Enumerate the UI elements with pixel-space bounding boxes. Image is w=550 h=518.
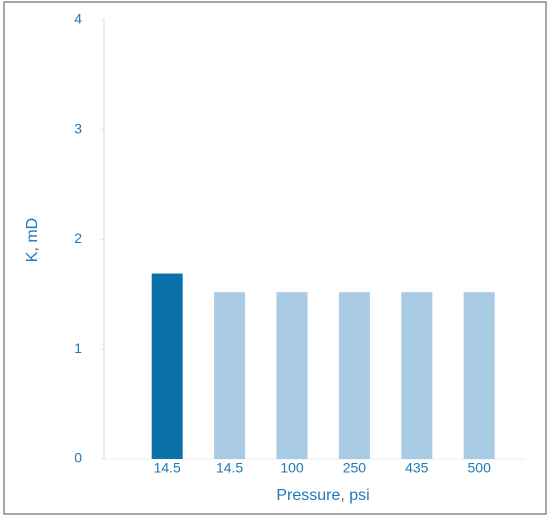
y-tick-label: 0 [74, 450, 82, 466]
y-tick-label: 1 [74, 340, 82, 356]
x-tick-label: 14.5 [154, 460, 181, 476]
x-tick-label: 500 [468, 460, 492, 476]
y-tick-label: 3 [74, 120, 82, 136]
bar [401, 292, 433, 459]
y-tick-label: 4 [74, 11, 82, 27]
bar [276, 292, 308, 459]
x-axis-title: Pressure, psi [276, 487, 369, 504]
y-axis-title: K, mD [24, 218, 41, 262]
bar [338, 292, 370, 459]
y-tick-label: 2 [74, 230, 82, 246]
bar [214, 292, 246, 459]
x-tick-label: 435 [405, 460, 429, 476]
x-tick-label: 250 [343, 460, 367, 476]
x-tick-label: 100 [280, 460, 304, 476]
x-tick-label: 14.5 [216, 460, 243, 476]
bar [463, 292, 495, 459]
frame [3, 1, 547, 515]
bar [151, 273, 183, 459]
